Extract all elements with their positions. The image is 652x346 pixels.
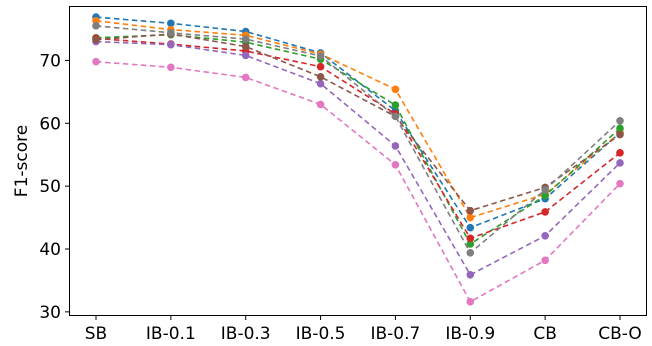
- x-tick-label: IB-0.9: [445, 324, 495, 344]
- y-tick-label: 40: [39, 240, 61, 260]
- data-point: [541, 208, 549, 216]
- x-tick-label: IB-0.5: [296, 324, 346, 344]
- data-point: [466, 248, 475, 257]
- plot-area: [92, 13, 624, 306]
- x-tick-label: IB-0.3: [221, 324, 271, 344]
- data-point: [391, 101, 400, 109]
- data-point: [616, 149, 624, 157]
- x-tick-label: CB: [533, 324, 557, 344]
- data-point: [391, 112, 400, 121]
- data-point: [541, 256, 549, 265]
- series-line: [95, 60, 621, 303]
- x-tick-label: IB-0.7: [370, 324, 420, 344]
- data-point: [541, 232, 549, 240]
- data-point: [616, 159, 624, 167]
- series-line: [95, 40, 621, 276]
- series-line: [95, 33, 621, 212]
- series-line: [95, 20, 621, 219]
- axes: SB IB-0.1 IB-0.3 IB-0.5 IB-0.7 IB-0.9 CB CB-O 30…: [39, 51, 641, 344]
- data-point: [92, 22, 100, 30]
- data-point: [167, 63, 175, 72]
- data-point: [541, 191, 549, 200]
- series-line: [95, 33, 621, 246]
- series-line: [95, 37, 621, 240]
- data-point: [466, 240, 475, 248]
- series-line: [95, 25, 621, 255]
- data-point: [466, 213, 475, 222]
- y-axis-label: F1-score: [12, 125, 32, 197]
- data-point: [92, 57, 100, 66]
- data-point: [541, 186, 549, 194]
- y-tick-label: 70: [39, 51, 61, 71]
- data-point: [241, 42, 250, 51]
- series-7: [92, 57, 624, 306]
- x-tick-label: CB-O: [598, 324, 642, 344]
- data-point: [316, 100, 325, 109]
- data-point: [167, 19, 175, 28]
- x-tick-label: IB-0.1: [146, 324, 196, 344]
- series-5: [92, 37, 624, 279]
- data-point: [616, 116, 624, 125]
- data-point: [167, 40, 175, 49]
- data-point: [466, 234, 475, 243]
- data-point: [241, 51, 250, 60]
- data-point: [616, 124, 624, 133]
- data-point: [241, 35, 250, 43]
- data-point: [466, 270, 475, 279]
- y-tick-label: 50: [39, 177, 61, 197]
- data-point: [466, 206, 475, 215]
- data-point: [616, 179, 624, 188]
- data-point: [316, 72, 325, 81]
- data-point: [466, 223, 475, 232]
- axes-frame: [69, 6, 647, 316]
- y-tick-label: 30: [39, 303, 61, 323]
- y-tick-label: 60: [39, 114, 61, 134]
- data-point: [316, 79, 325, 88]
- data-point: [316, 62, 325, 71]
- data-point: [241, 73, 250, 82]
- x-tick-label: SB: [85, 324, 107, 344]
- data-point: [391, 142, 400, 150]
- data-point: [167, 28, 175, 37]
- data-point: [616, 130, 624, 139]
- data-point: [391, 160, 400, 169]
- series-8: [92, 22, 624, 257]
- data-point: [316, 52, 325, 60]
- data-point: [92, 35, 100, 44]
- data-point: [391, 85, 400, 94]
- data-point: [466, 298, 475, 306]
